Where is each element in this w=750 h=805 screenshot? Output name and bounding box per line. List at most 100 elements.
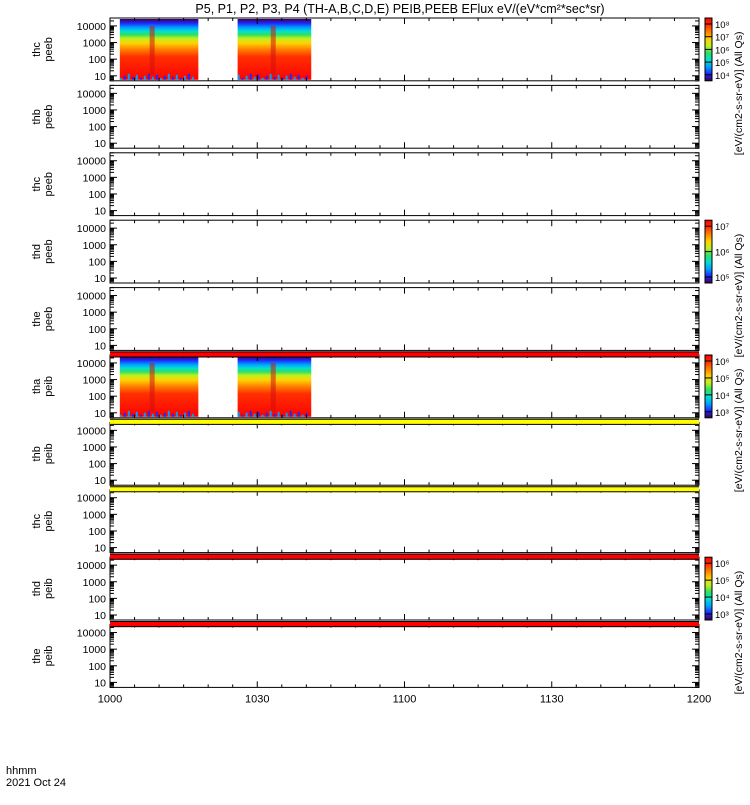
spectrogram-noise [139,414,142,417]
panel-the-peib: 10 100 1000 10000 the peib [31,624,700,689]
panel-frame [109,489,700,554]
colorbar-tick-label: 10⁵ [715,58,730,69]
spectrogram-noise [163,75,166,80]
spectrogram-noise [171,413,174,417]
spectrogram-noise [289,73,292,80]
y-tick-label: 1000 [83,172,107,184]
spectrogram-noise [123,75,126,80]
spectrogram-noise [155,74,158,80]
spectrogram-noise [131,76,134,80]
y-tick-label: 100 [88,122,106,134]
spectrogram-noise [261,77,264,80]
y-tick-label: 10 [94,340,106,352]
spectrogram-noise [297,74,300,80]
spectrogram-noise [285,75,288,80]
y-tick-label: 1000 [83,509,107,521]
panel-label-product: peib [43,443,55,464]
y-tick-label: 100 [88,593,106,605]
panel-thd-peeb: 10 100 1000 10000 thd peeb [31,219,700,285]
spectrogram-noise [179,77,182,80]
colorbar-tick-label: 10⁴ [715,593,730,604]
y-tick-label: 100 [88,459,106,471]
panel-thd-peib: 10 100 1000 10000 thd peib [31,556,700,622]
spectrogram-noise [301,414,304,417]
spectrogram-noise [175,411,178,417]
y-tick-label: 10000 [77,628,106,640]
spectrogram-noise [289,410,292,417]
panel-frame [109,624,700,688]
spectrogram-noise [151,76,154,80]
spectrogram-noise [139,77,142,80]
spectrogram-noise [191,413,194,417]
colorbar: 10³ 10⁴ 10⁵ 10⁶[eV/(cm2-s-sr-eV)] (All Qs) [704,354,745,493]
spectrogram-noise [237,411,240,417]
spectrogram-streak [270,26,276,75]
panel-label-probe: thd [31,244,43,259]
panel-label-product: peeb [43,172,55,196]
panel-frame [109,556,700,621]
spectrogram-noise [297,411,300,417]
panel-label-probe: thd [31,581,43,596]
spectrogram-noise [237,74,240,80]
spectrogram-noise [159,77,162,80]
y-tick-label: 10 [94,543,106,555]
colorbar-tick-label: 10⁴ [715,71,730,82]
spectrogram-noise [159,414,162,417]
panel-frame [109,84,700,149]
colorbar-label: [eV/(cm2-s-sr-eV)] (All Qs) [733,571,745,695]
spectrogram-noise [179,414,182,417]
y-tick-label: 100 [88,324,106,336]
panel-label-probe: the [31,311,43,326]
spectrogram-noise [191,76,194,80]
spectrogram-noise [163,412,166,417]
colorbar-label: [eV/(cm2-s-sr-eV)] (All Qs) [733,369,745,493]
y-tick-label: 1000 [83,577,107,589]
colorbar-tick-label: 10⁸ [715,20,730,31]
spectrogram-noise [147,73,150,80]
x-axis-label-date: 2021 Oct 24 [6,777,66,789]
panel-tha-peib: 10 100 1000 10000 tha peib [31,354,700,420]
panel-label-probe: the [31,648,43,663]
spectrogram-noise [273,76,276,80]
panel-label-product: peeb [43,239,55,263]
spectrogram-noise [285,412,288,417]
y-tick-label: 10000 [77,21,106,33]
spectrogram-streak [270,363,276,412]
y-tick-label: 10000 [77,425,106,437]
spectrogram-noise [269,73,272,80]
y-tick-label: 10000 [77,560,106,572]
colorbars-group: 10⁴ 10⁵ 10⁶ 10⁷ 10⁸ [eV/(cm2-s-sr-eV)] (All Q… [704,17,745,695]
panel-label-probe: thb [31,109,43,124]
flag-bar-red [110,553,699,560]
spectrogram-noise [171,76,174,80]
panel-thb-peeb: 10 100 1000 10000 thb peeb [31,84,700,150]
spectrogram-noise [127,73,130,80]
x-tick-label: 1030 [245,693,269,705]
spectrogram-noise [187,410,190,417]
y-tick-label: 1000 [83,105,107,117]
flag-bar-red [110,351,699,358]
y-tick-label: 10 [94,677,106,689]
colorbar-tick-label: 10⁶ [715,45,730,56]
spectrogram-noise [257,74,260,80]
spectrogram-noise [155,411,158,417]
colorbar-tick-label: 10⁶ [715,248,730,259]
spectrogram-noise [187,73,190,80]
spectrogram-noise [119,77,122,80]
spectrogram-noise [269,410,272,417]
spectrogram-noise [135,411,138,417]
colorbar-scale [704,354,713,419]
x-axis-label-hhmm: hhmm [6,765,37,777]
colorbar-tick-label: 10⁴ [715,391,730,402]
spectrogram-noise [301,77,304,80]
colorbar-tick-label: 10⁷ [715,222,730,233]
x-tick-label: 1100 [393,693,417,705]
colorbar: 10⁵ 10⁶ 10⁷[eV/(cm2-s-sr-eV)] (All Qs) [704,219,745,357]
panel-thc-peib: 10 100 1000 10000 thc peib [31,489,700,555]
spectrogram-noise [249,73,252,80]
flag-bar-yellow [110,418,699,425]
spectrogram-noise [245,412,248,417]
spectrogram-noise [273,413,276,417]
